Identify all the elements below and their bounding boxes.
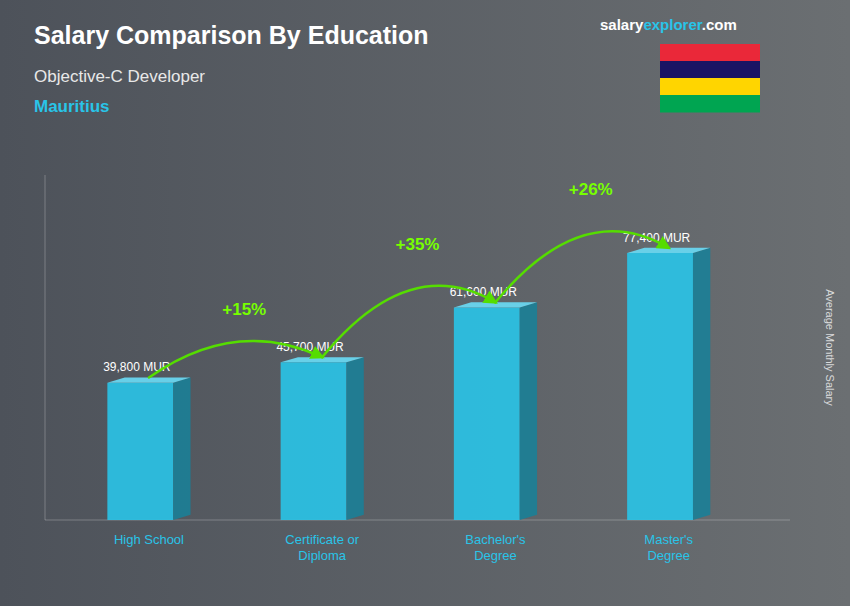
x-tick-label: Bachelor'sDegree — [465, 532, 526, 563]
change-label: +26% — [569, 180, 613, 199]
flag-stripe — [660, 61, 760, 79]
y-axis-label: Average Monthly Salary — [824, 289, 836, 406]
bar — [627, 253, 693, 520]
change-arrow — [322, 286, 495, 357]
x-tick-label: High School — [114, 532, 184, 547]
flag — [660, 44, 760, 113]
bar — [281, 362, 347, 520]
bar — [454, 307, 520, 520]
x-tick-label-line: Degree — [474, 548, 517, 563]
bar-side — [346, 357, 363, 520]
chart-container: Salary Comparison By Education Objective-… — [0, 0, 850, 606]
value-axis-line — [45, 175, 46, 520]
chart: Salary Comparison By Education Objective-… — [0, 0, 850, 606]
data-label: 39,800 MUR — [103, 360, 171, 374]
bar-side — [520, 302, 537, 520]
brand-part: .com — [702, 16, 737, 33]
x-tick-label-line: Degree — [647, 548, 690, 563]
subtitle-location: Mauritius — [34, 97, 110, 116]
change-arrow — [495, 231, 668, 302]
x-tick-label-line: High School — [114, 532, 184, 547]
change-label: +35% — [396, 235, 440, 254]
x-tick-label-line: Diploma — [298, 548, 346, 563]
bar — [107, 383, 173, 520]
brand: salaryexplorer.com — [600, 16, 737, 33]
flag-stripe — [660, 95, 760, 113]
change-label: +15% — [222, 300, 266, 319]
bar-side — [173, 378, 190, 520]
flag-stripe — [660, 78, 760, 96]
x-tick-label-line: Bachelor's — [465, 532, 526, 547]
subtitle: Objective-C Developer — [34, 67, 205, 86]
title: Salary Comparison By Education — [34, 21, 429, 49]
change-arrow — [149, 341, 322, 378]
x-tick-label: Certificate orDiploma — [285, 532, 359, 563]
brand-part: explorer — [643, 16, 702, 33]
x-tick-label-line: Certificate or — [285, 532, 359, 547]
x-tick-labels: High School Certificate orDiploma Bachelor… — [114, 532, 694, 563]
x-tick-label-line: Master's — [644, 532, 693, 547]
change-arrows: +15% +35% +26% — [149, 180, 669, 377]
flag-stripe — [660, 44, 760, 62]
bar-side — [693, 248, 710, 520]
background — [0, 0, 850, 606]
x-tick-label: Master'sDegree — [644, 532, 693, 563]
brand-part: salary — [600, 16, 644, 33]
bars — [107, 248, 710, 520]
